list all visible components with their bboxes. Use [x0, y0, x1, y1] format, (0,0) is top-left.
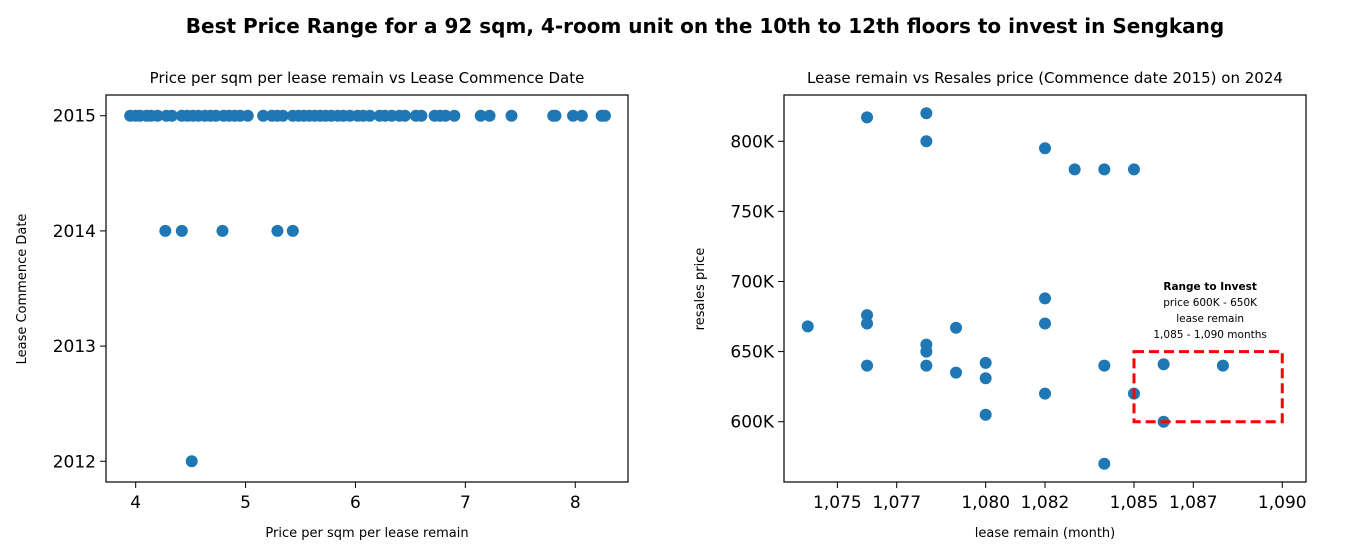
x-tick-label: 1,082	[1021, 493, 1070, 513]
scatter-point	[549, 109, 562, 122]
x-tick-label: 1,085	[1110, 493, 1159, 513]
x-tick-label: 1,075	[813, 493, 862, 513]
scatter-point	[567, 109, 580, 122]
y-tick-label: 600K	[730, 413, 774, 433]
right-chart-title: Lease remain vs Resales price (Commence …	[807, 69, 1283, 87]
scatter-point	[920, 107, 933, 120]
scatter-point	[415, 109, 428, 122]
scatter-point	[950, 366, 963, 379]
scatter-point	[1039, 317, 1051, 330]
scatter-point	[1098, 359, 1111, 372]
scatter-point	[598, 109, 611, 122]
y-tick-label: 750K	[730, 202, 774, 222]
left-chart-y-label: Lease Commence Date	[15, 214, 30, 365]
scatter-point	[1098, 163, 1111, 176]
scatter-point	[1157, 358, 1170, 371]
right-chart-frame	[783, 94, 1307, 483]
scatter-point	[185, 455, 198, 468]
scatter-point	[398, 109, 411, 122]
x-tick-label: 6	[350, 493, 361, 513]
scatter-point	[1039, 142, 1051, 155]
scatter-point	[151, 109, 164, 122]
x-tick-label: 1,080	[961, 493, 1010, 513]
scatter-point	[979, 408, 992, 421]
scatter-point	[241, 109, 254, 122]
left-chart-x-ticks: 4 5 6 7 8	[130, 482, 581, 513]
scatter-point	[979, 372, 992, 385]
scatter-point	[861, 317, 874, 330]
left-chart-frame	[105, 94, 629, 483]
invest-range-line: price 600K - 650K	[1163, 297, 1258, 309]
left-chart-points	[124, 109, 611, 468]
invest-range-line: lease remain	[1176, 313, 1244, 325]
x-tick-label: 1,090	[1258, 493, 1307, 513]
scatter-point	[439, 109, 452, 122]
y-tick-label: 2013	[53, 337, 96, 357]
scatter-point	[505, 109, 518, 122]
scatter-point	[483, 109, 496, 122]
invest-range-box	[1132, 350, 1284, 424]
y-tick-label: 2014	[53, 222, 96, 242]
right-chart-y-label: resales price	[693, 248, 708, 331]
right-chart: Lease remain vs Resales price (Commence …	[693, 69, 1307, 541]
left-chart: Price per sqm per lease remain vs Lease …	[15, 69, 629, 541]
left-chart-title: Price per sqm per lease remain vs Lease …	[150, 69, 585, 87]
right-chart-points	[801, 107, 1229, 470]
scatter-point	[175, 224, 188, 237]
scatter-point	[363, 109, 376, 122]
invest-range-line: 1,085 - 1,090 months	[1153, 329, 1266, 341]
invest-range-title: Range to Invest	[1163, 281, 1256, 293]
x-tick-label: 1,087	[1169, 493, 1218, 513]
scatter-point	[1127, 163, 1140, 176]
scatter-point	[286, 224, 299, 237]
figure-title: Best Price Range for a 92 sqm, 4-room un…	[186, 14, 1224, 38]
y-tick-label: 2012	[53, 452, 96, 472]
scatter-point	[950, 321, 963, 334]
scatter-point	[920, 345, 933, 358]
invest-range-annotation: Range to Invest price 600K - 650K lease …	[1153, 281, 1266, 341]
scatter-point	[448, 109, 461, 122]
x-tick-label: 8	[570, 493, 581, 513]
scatter-point	[474, 109, 487, 122]
right-chart-y-ticks: 600K 650K 700K 750K 800K	[730, 132, 784, 433]
scatter-point	[165, 109, 178, 122]
right-chart-x-ticks: 1,075 1,077 1,080 1,082 1,085 1,087 1,090	[813, 482, 1307, 513]
scatter-point	[1216, 359, 1229, 372]
left-chart-y-ticks: 2012 2013 2014 2015	[53, 107, 106, 472]
x-tick-label: 1,077	[872, 493, 921, 513]
scatter-point	[1039, 387, 1051, 400]
scatter-point	[276, 109, 289, 122]
scatter-point	[1098, 457, 1111, 470]
scatter-point	[920, 135, 933, 148]
scatter-point	[979, 356, 992, 369]
scatter-point	[861, 309, 874, 322]
y-tick-label: 2015	[53, 107, 96, 127]
scatter-point	[801, 320, 814, 333]
scatter-point	[1039, 292, 1051, 305]
left-chart-x-label: Price per sqm per lease remain	[265, 526, 468, 541]
scatter-point	[216, 224, 229, 237]
scatter-point	[861, 111, 874, 124]
scatter-point	[1068, 163, 1081, 176]
scatter-point	[861, 359, 874, 372]
x-tick-label: 4	[130, 493, 141, 513]
x-tick-label: 7	[460, 493, 471, 513]
scatter-point	[920, 359, 933, 372]
x-tick-label: 5	[240, 493, 251, 513]
scatter-point	[159, 224, 172, 237]
y-tick-label: 700K	[730, 272, 774, 292]
scatter-point	[271, 224, 284, 237]
right-chart-x-label: lease remain (month)	[975, 526, 1116, 541]
y-tick-label: 800K	[730, 132, 774, 152]
y-tick-label: 650K	[730, 343, 774, 363]
scatter-point	[575, 109, 588, 122]
scatter-point	[257, 109, 270, 122]
